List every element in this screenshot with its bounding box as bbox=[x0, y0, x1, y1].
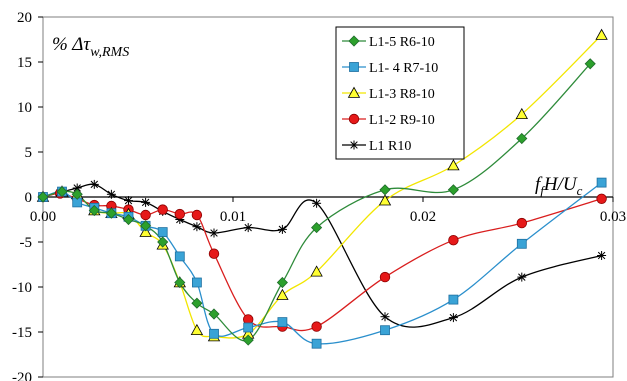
x-tick-label: 0.02 bbox=[410, 209, 436, 225]
data-point bbox=[515, 107, 528, 119]
data-point bbox=[380, 312, 390, 322]
data-point bbox=[312, 198, 322, 208]
data-point bbox=[140, 209, 151, 221]
data-point bbox=[124, 196, 133, 206]
data-point bbox=[379, 184, 391, 196]
series-markers bbox=[36, 28, 608, 349]
y-tick-label: 0 bbox=[25, 190, 33, 206]
series-line bbox=[42, 34, 603, 339]
y-tick-label: -15 bbox=[12, 325, 32, 341]
data-point bbox=[516, 132, 528, 145]
data-point bbox=[447, 159, 460, 171]
data-point bbox=[516, 217, 528, 229]
x-tick-label: 0.03 bbox=[600, 209, 626, 225]
data-point bbox=[106, 189, 116, 199]
data-point bbox=[516, 238, 527, 249]
legend-marker bbox=[349, 62, 359, 72]
data-point bbox=[243, 322, 254, 333]
series-lines bbox=[42, 34, 603, 345]
data-point bbox=[192, 222, 202, 232]
data-point bbox=[379, 271, 391, 283]
y-tick-label: -20 bbox=[12, 370, 32, 381]
data-point bbox=[174, 251, 185, 262]
legend-label: L1 R10 bbox=[369, 139, 411, 154]
data-point bbox=[584, 58, 596, 70]
data-point bbox=[191, 277, 202, 288]
data-point bbox=[597, 251, 607, 260]
data-point bbox=[122, 213, 135, 226]
y-tick-label: 15 bbox=[17, 55, 32, 71]
data-point bbox=[448, 294, 459, 305]
data-point bbox=[71, 188, 83, 200]
data-point bbox=[140, 220, 152, 232]
data-point bbox=[378, 194, 392, 206]
data-point bbox=[105, 207, 117, 219]
data-point bbox=[157, 204, 168, 215]
data-point bbox=[448, 313, 458, 323]
data-point bbox=[517, 272, 527, 282]
y-tick-label: 5 bbox=[25, 145, 33, 161]
data-point bbox=[596, 177, 607, 188]
legend-marker bbox=[348, 35, 360, 47]
data-point bbox=[276, 276, 288, 289]
data-point bbox=[209, 228, 219, 238]
data-point bbox=[447, 184, 459, 196]
data-point bbox=[380, 325, 390, 336]
data-point bbox=[310, 265, 323, 277]
legend-marker bbox=[347, 86, 361, 98]
y-tick-label: 20 bbox=[17, 10, 32, 26]
data-point bbox=[208, 248, 220, 259]
data-point bbox=[139, 225, 152, 237]
data-point bbox=[311, 321, 322, 332]
legend-marker bbox=[349, 140, 359, 150]
data-point bbox=[157, 236, 169, 248]
data-point bbox=[37, 191, 49, 203]
data-point bbox=[174, 208, 186, 220]
x-tick-label: 0.00 bbox=[30, 209, 56, 225]
legend-label: L1-3 R8-10 bbox=[369, 87, 435, 102]
y-axis-title: % Δτw,RMS bbox=[52, 34, 129, 60]
data-point bbox=[88, 204, 100, 217]
data-point bbox=[191, 209, 203, 221]
data-point bbox=[174, 276, 186, 289]
legend: L1-5 R6-10 L1- 4 R7-10 L1-3 R8-10 L1-2 R9-1… bbox=[335, 26, 465, 160]
data-point bbox=[191, 297, 203, 309]
data-point bbox=[277, 224, 287, 234]
data-point bbox=[209, 328, 219, 339]
x-axis-title: ffH/Uc bbox=[535, 174, 583, 198]
data-point bbox=[56, 186, 68, 198]
y-tick-label: -5 bbox=[20, 235, 33, 251]
data-point bbox=[141, 197, 151, 207]
data-point bbox=[157, 227, 168, 238]
data-point bbox=[190, 323, 204, 336]
data-point bbox=[311, 222, 323, 234]
data-point bbox=[448, 234, 459, 246]
data-point bbox=[595, 28, 608, 40]
y-tick-label: -10 bbox=[12, 280, 32, 296]
x-axis-ticks: 0.00 0.01 0.02 0.03 bbox=[30, 197, 626, 225]
legend-label: L1-5 R6-10 bbox=[369, 35, 435, 50]
data-point bbox=[276, 288, 289, 300]
legend-marker bbox=[348, 113, 360, 125]
data-point bbox=[311, 338, 322, 349]
data-point bbox=[89, 179, 99, 189]
y-tick-label: 10 bbox=[17, 100, 32, 116]
x-tick-label: 0.01 bbox=[220, 209, 246, 225]
data-point bbox=[277, 317, 288, 328]
data-point bbox=[596, 193, 607, 205]
data-point bbox=[243, 223, 253, 233]
data-point bbox=[242, 334, 254, 346]
data-point bbox=[208, 308, 220, 320]
legend-label: L1- 4 R7-10 bbox=[369, 61, 438, 76]
legend-label: L1-2 R9-10 bbox=[369, 113, 435, 128]
